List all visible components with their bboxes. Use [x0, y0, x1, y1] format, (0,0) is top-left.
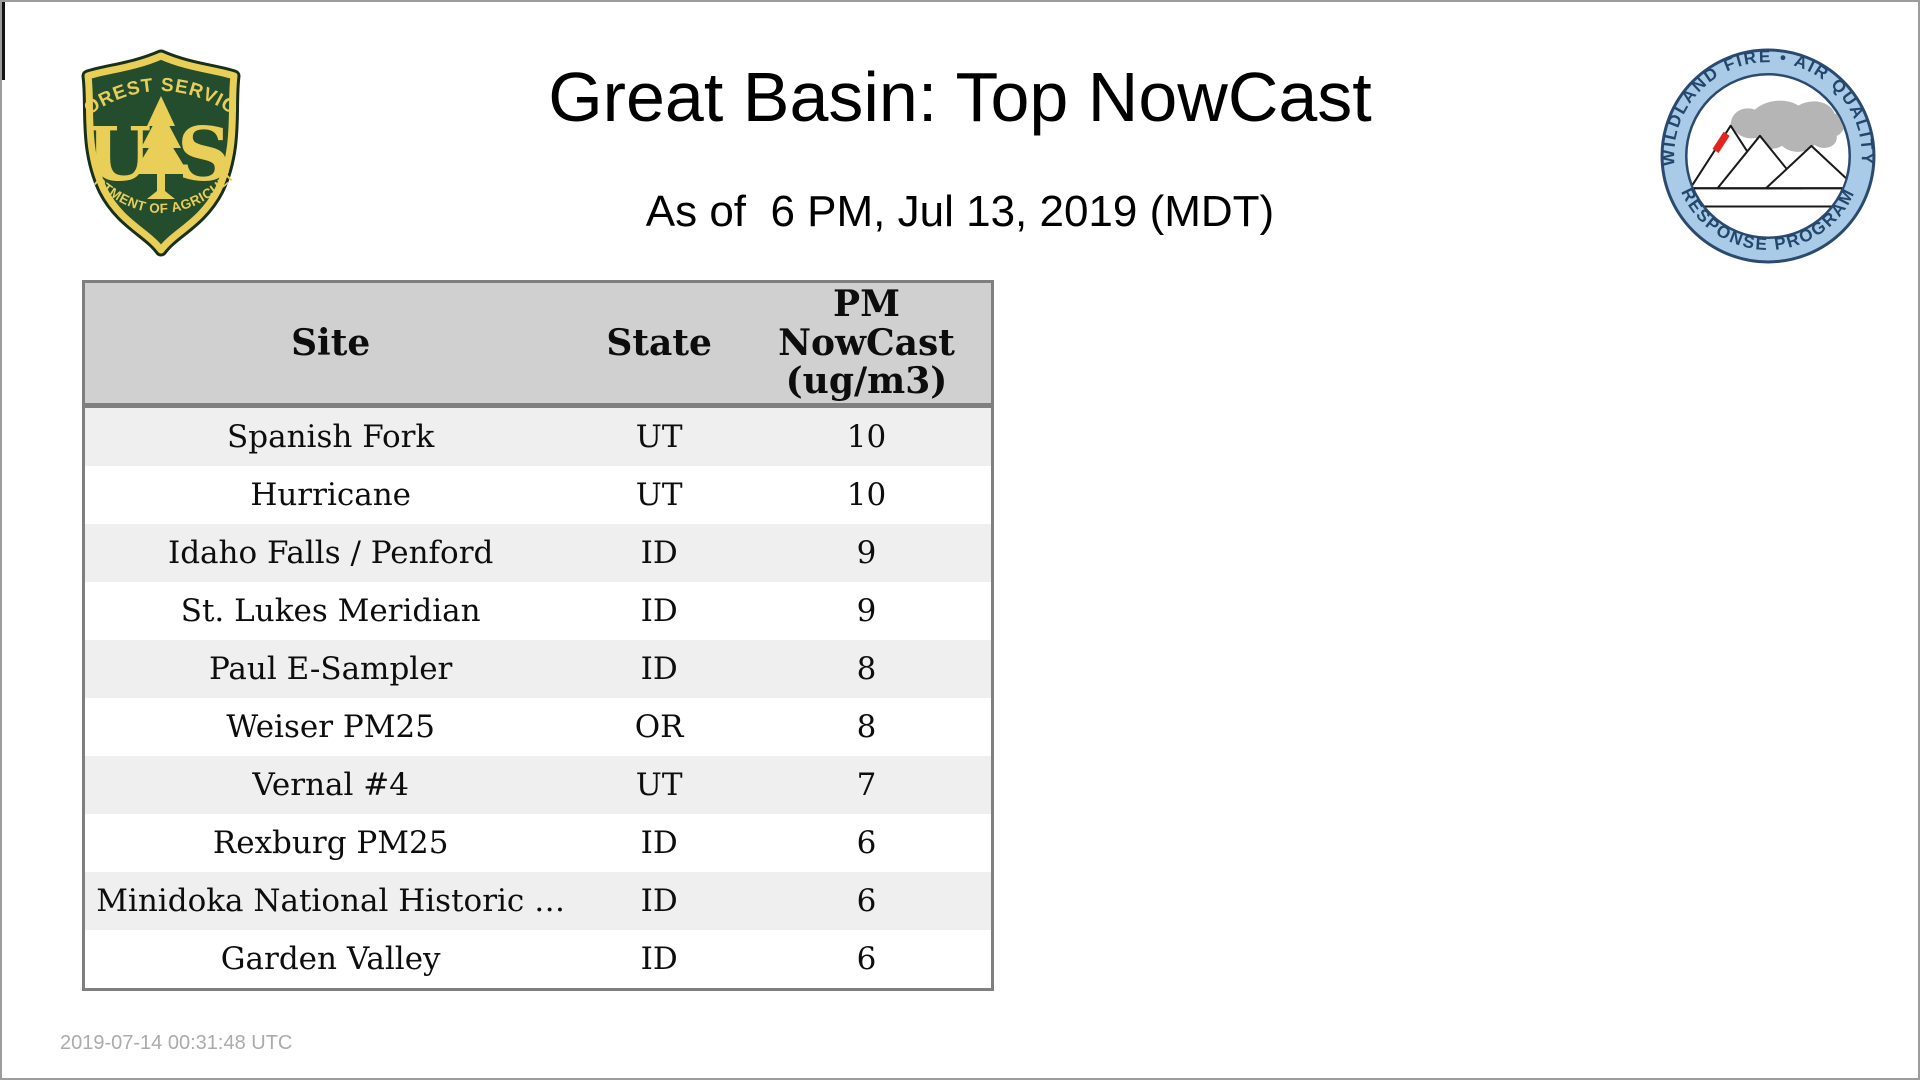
value-cell: 6	[856, 883, 877, 919]
left-edge-artifact	[2, 2, 5, 80]
site-cell: Paul E-Sampler	[208, 651, 453, 687]
mountains-icon	[1689, 124, 1849, 190]
table-row: St. Lukes Meridian ID 9	[83, 582, 993, 640]
value-cell: 10	[846, 419, 887, 455]
site-cell: Vernal #4	[252, 767, 409, 803]
nowcast-table-container: Site State PM NowCast (ug/m3) Spanish Fo…	[82, 280, 994, 991]
state-cell: ID	[640, 941, 678, 977]
state-cell: UT	[635, 767, 683, 803]
value-cell: 6	[856, 941, 877, 977]
page-subtitle: As of 6 PM, Jul 13, 2019 (MDT)	[645, 187, 1275, 236]
table-row: Hurricane UT 10	[83, 466, 993, 524]
value-cell: 8	[856, 709, 877, 745]
air-quality-badge-icon: WILDLAND FIRE • AIR QUALITY RESPONSE PRO…	[1658, 46, 1876, 264]
state-cell: ID	[640, 883, 678, 919]
shield-letter-u: U	[87, 112, 152, 198]
site-cell: Spanish Fork	[227, 419, 435, 455]
value-cell: 6	[856, 825, 877, 861]
state-cell: ID	[640, 651, 678, 687]
state-cell: ID	[640, 825, 678, 861]
value-cell: 9	[856, 593, 877, 629]
value-cell: 10	[846, 477, 887, 513]
site-cell: Hurricane	[250, 477, 412, 513]
page-title: Great Basin: Top NowCast	[548, 58, 1372, 136]
table-row: Vernal #4 UT 7	[83, 756, 993, 814]
base-lines	[1687, 187, 1849, 208]
site-cell: Weiser PM25	[226, 709, 435, 745]
site-cell: Minidoka National Historic …	[96, 883, 566, 919]
column-header-pm-nowcast: PM NowCast (ug/m3)	[741, 281, 993, 408]
table-body: Spanish Fork UT 10 Hurricane UT 10 Idaho…	[83, 405, 993, 990]
state-cell: ID	[640, 593, 678, 629]
site-cell: Garden Valley	[220, 941, 441, 977]
shield-letter-s: S	[177, 112, 230, 198]
table-row: Spanish Fork UT 10	[83, 405, 993, 466]
value-cell: 7	[856, 767, 877, 803]
table-row: Garden Valley ID 6	[83, 930, 993, 990]
state-cell: UT	[635, 477, 683, 513]
state-cell: UT	[635, 419, 683, 455]
value-cell: 8	[856, 651, 877, 687]
column-header-state: State	[576, 281, 742, 408]
fire-mark	[1712, 131, 1730, 153]
footer-timestamp: 2019-07-14 00:31:48 UTC	[60, 1032, 293, 1054]
site-cell: Rexburg PM25	[212, 825, 449, 861]
table-row: Idaho Falls / Penford ID 9	[83, 524, 993, 582]
table-row: Paul E-Sampler ID 8	[83, 640, 993, 698]
table-row: Minidoka National Historic … ID 6	[83, 872, 993, 930]
nowcast-table: Site State PM NowCast (ug/m3) Spanish Fo…	[82, 280, 994, 991]
state-cell: ID	[640, 535, 678, 571]
site-cell: Idaho Falls / Penford	[167, 535, 494, 571]
table-row: Weiser PM25 OR 8	[83, 698, 993, 756]
table-header-row: Site State PM NowCast (ug/m3)	[83, 281, 993, 408]
state-cell: OR	[634, 709, 684, 745]
column-header-site: Site	[83, 281, 577, 408]
table-row: Rexburg PM25 ID 6	[83, 814, 993, 872]
air-quality-program-logo: WILDLAND FIRE • AIR QUALITY RESPONSE PRO…	[1657, 45, 1879, 267]
pine-tree-icon	[133, 96, 189, 199]
value-cell: 9	[856, 535, 877, 571]
site-cell: St. Lukes Meridian	[180, 593, 481, 629]
